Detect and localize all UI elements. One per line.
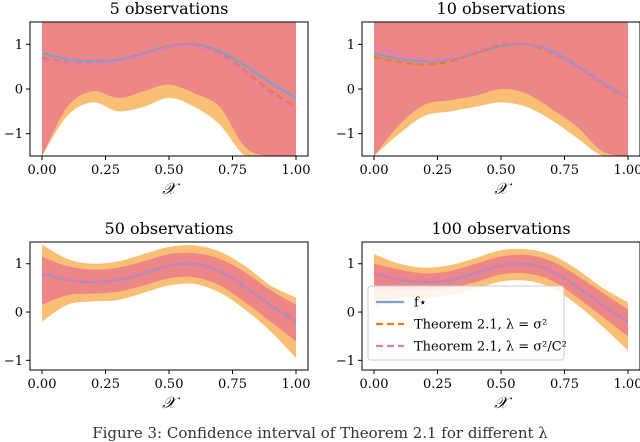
series-f-star-line	[41, 42, 297, 99]
x-tick-label: 0.50	[155, 163, 184, 178]
chart-panel-1: 5 observations 0.00 0.25 0.50 0.75 1.00 −1 0 1 𝒳	[4, 0, 311, 198]
x-tick-label: 0.25	[91, 377, 120, 392]
confidence-band-sigma2-over-c2	[42, 22, 296, 156]
x-tick-label: 0.00	[360, 163, 389, 178]
confidence-band-sigma2-over-c2	[374, 22, 628, 156]
x-tick-label: 0.75	[218, 163, 247, 178]
y-tick-label: 0	[15, 306, 23, 321]
y-tick-label: 0	[347, 306, 355, 321]
x-tick-label: 0.50	[487, 163, 516, 178]
y-tick-label: 1	[347, 38, 355, 53]
chart-panel-3: 50 observations 0.00 0.25 0.50 0.75 1.00 −1 0 1 𝒳	[4, 219, 311, 412]
y-tick-label: 0	[347, 83, 355, 98]
plot-area	[373, 22, 629, 156]
legend-box	[367, 285, 565, 361]
y-tick-label: 1	[15, 38, 23, 53]
legend: f⋆ Theorem 2.1, λ = σ² Theorem 2.1, λ = σ²…	[367, 285, 567, 361]
x-axis-label: 𝒳	[494, 179, 513, 198]
y-tick-label: −1	[336, 354, 355, 369]
x-tick-label: 0.25	[423, 377, 452, 392]
x-tick-label: 0.75	[218, 377, 247, 392]
plot-area	[41, 22, 297, 156]
chart-panel-4: 100 observations 0.00 0.25 0.50 0.75 1.00 −1 0 1…	[336, 219, 640, 412]
legend-label: f⋆	[414, 296, 427, 311]
y-tick-label: −1	[4, 127, 23, 142]
plot-area	[41, 244, 297, 358]
confidence-band-sigma2-over-c2	[374, 254, 628, 337]
confidence-band-sigma2-over-c2	[42, 252, 296, 342]
chart-title: 100 observations	[431, 219, 570, 238]
x-axis-label: 𝒳	[162, 179, 181, 198]
series-sigma2-over-c2-line	[373, 262, 629, 323]
x-tick-label: 0.00	[28, 377, 57, 392]
chart-title: 50 observations	[105, 219, 234, 238]
y-tick-label: 1	[347, 257, 355, 272]
x-tick-label: 0.50	[155, 377, 184, 392]
series-sigma2-line	[41, 43, 297, 108]
series-sigma2-over-c2-line	[373, 41, 629, 99]
plot-area	[373, 248, 629, 351]
y-tick-label: 1	[15, 257, 23, 272]
x-tick-label: 0.50	[487, 377, 516, 392]
x-tick-label: 0.00	[360, 377, 389, 392]
legend-label: Theorem 2.1, λ = σ²/C²	[414, 340, 567, 355]
x-tick-label: 1.00	[614, 163, 640, 178]
chart-title: 10 observations	[437, 0, 566, 18]
y-tick-label: −1	[4, 354, 23, 369]
y-tick-label: 0	[15, 83, 23, 98]
legend-label: Theorem 2.1, λ = σ²	[414, 318, 547, 333]
x-tick-label: 0.25	[423, 163, 452, 178]
x-tick-label: 1.00	[614, 377, 640, 392]
chart-panel-2: 10 observations 0.00 0.25 0.50 0.75 1.00 −1 0 1 𝒳	[336, 0, 640, 198]
x-tick-label: 0.00	[28, 163, 57, 178]
x-tick-label: 1.00	[282, 377, 311, 392]
x-tick-label: 0.75	[550, 163, 579, 178]
x-axis-label: 𝒳	[494, 393, 513, 412]
chart-title: 5 observations	[110, 0, 229, 18]
x-axis-label: 𝒳	[162, 393, 181, 412]
series-sigma2-over-c2-line	[41, 44, 297, 111]
x-tick-label: 0.75	[550, 377, 579, 392]
series-sigma2-over-c2-line	[41, 262, 297, 323]
y-tick-label: −1	[336, 127, 355, 142]
x-tick-label: 0.25	[91, 163, 120, 178]
x-tick-label: 1.00	[282, 163, 311, 178]
figure-caption: Figure 3: Confidence interval of Theorem…	[92, 424, 548, 442]
